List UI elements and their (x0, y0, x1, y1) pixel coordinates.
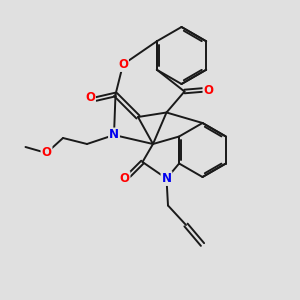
Text: O: O (85, 91, 95, 104)
Text: O: O (203, 83, 214, 97)
Text: N: N (109, 128, 119, 142)
Text: O: O (119, 172, 130, 185)
Text: O: O (41, 146, 52, 160)
Text: O: O (118, 58, 128, 71)
Text: N: N (161, 172, 172, 185)
